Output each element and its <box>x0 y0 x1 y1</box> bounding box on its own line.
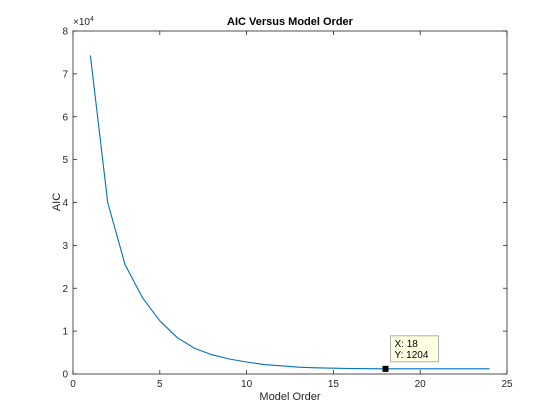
datatip-x-text: X: 18 <box>394 339 418 350</box>
y-axis-label: AIC <box>51 193 63 211</box>
x-tick-label: 25 <box>501 379 513 390</box>
datatip-box <box>390 335 439 363</box>
datatip[interactable]: X: 18Y: 1204 <box>382 335 439 372</box>
x-axis-label: Model Order <box>259 391 320 403</box>
aic-series-line <box>89 55 490 370</box>
y-tick-label: 8 <box>62 27 68 38</box>
x-tick-label: 5 <box>157 379 163 390</box>
x-tick-label: 20 <box>415 379 427 390</box>
y-tick-label: 4 <box>62 198 68 209</box>
x-tick-label: 0 <box>70 379 76 390</box>
y-tick-label: 7 <box>62 69 68 80</box>
axis-ticks: 0 5 10 15 20 25 0 1 2 3 4 5 6 7 8 <box>62 27 513 391</box>
y-scale-exponent: ×104 <box>73 16 94 28</box>
datatip-y-text: Y: 1204 <box>394 350 428 361</box>
x-tick-label: 10 <box>241 379 253 390</box>
chart-title: AIC Versus Model Order <box>227 16 354 28</box>
plot-area <box>73 31 507 374</box>
y-tick-label: 2 <box>62 284 68 295</box>
y-tick-label: 1 <box>62 327 68 338</box>
y-tick-label: 5 <box>62 155 68 166</box>
x-tick-label: 15 <box>328 379 340 390</box>
y-scale-power: 4 <box>90 16 94 23</box>
series-layer <box>89 55 490 370</box>
y-tick-label: 3 <box>62 241 68 252</box>
y-tick-label: 6 <box>62 112 68 123</box>
datatip-marker[interactable] <box>382 365 389 372</box>
y-scale-base: ×10 <box>73 17 90 28</box>
y-tick-label: 0 <box>62 370 68 381</box>
